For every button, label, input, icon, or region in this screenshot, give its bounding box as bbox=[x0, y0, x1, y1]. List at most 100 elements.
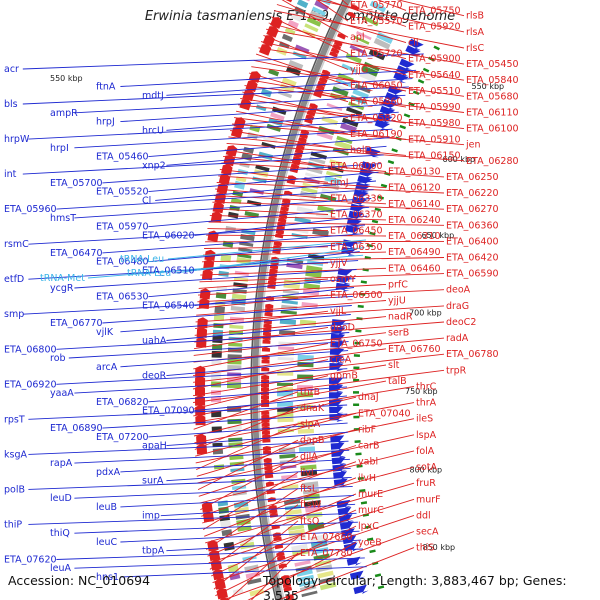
feature-label-right: ETA_06310 bbox=[388, 231, 441, 242]
forward-gene-arrow bbox=[298, 137, 307, 143]
label-leader bbox=[166, 539, 362, 552]
label-leader bbox=[22, 295, 353, 315]
label-leader bbox=[268, 22, 407, 60]
label-leader bbox=[197, 434, 415, 484]
label-leader bbox=[74, 269, 357, 289]
feature-label-right: lspA bbox=[416, 430, 437, 441]
reverse-gene-arrow bbox=[329, 377, 344, 386]
label-leader bbox=[227, 536, 299, 600]
content-track-a-segment bbox=[331, 86, 349, 97]
tick-dash bbox=[355, 452, 362, 456]
reverse-gene-arrow bbox=[330, 341, 345, 350]
feature-label-left: ETA_07620 bbox=[4, 555, 57, 566]
label-leader bbox=[315, 0, 465, 33]
label-leader bbox=[166, 145, 387, 166]
label-leader bbox=[377, 0, 407, 11]
content-track-b-segment bbox=[348, 101, 365, 111]
tick-dash bbox=[422, 67, 430, 73]
feature-label-right: ETA_06150 bbox=[408, 150, 461, 161]
label-leader bbox=[199, 450, 415, 504]
label-leader bbox=[258, 47, 465, 81]
feature-label-right: ETA_06140 bbox=[388, 199, 441, 210]
forward-gene-arrow bbox=[199, 288, 211, 300]
feature-label-right: ETA_05640 bbox=[408, 70, 461, 81]
label-leader bbox=[74, 198, 372, 219]
label-leader bbox=[244, 85, 465, 113]
label-leader bbox=[263, 34, 349, 70]
label-leader bbox=[74, 128, 393, 149]
feature-label-right: ETA_05570 bbox=[350, 16, 403, 27]
content-track-c-segment bbox=[314, 0, 329, 11]
feature-label-right: nadR bbox=[388, 312, 413, 323]
reverse-gene-arrow bbox=[349, 570, 365, 580]
content-track-b-segment bbox=[359, 70, 377, 83]
label-leader bbox=[120, 458, 350, 473]
label-leader bbox=[208, 498, 415, 564]
forward-gene-arrow bbox=[261, 347, 271, 352]
content-track-a-segment bbox=[281, 299, 298, 305]
content-track-b-segment bbox=[309, 534, 327, 543]
content-track-b-segment bbox=[346, 106, 363, 116]
feature-label-right: holD bbox=[350, 145, 372, 156]
feature-label-right: gpmB bbox=[330, 371, 358, 382]
content-track-d-segment bbox=[218, 506, 229, 514]
reverse-gene-arrow bbox=[379, 105, 395, 117]
content-track-c-segment bbox=[227, 418, 242, 425]
label-leader bbox=[120, 69, 417, 87]
scale-tick-label: 550 kbp bbox=[472, 82, 505, 91]
feature-label-left: ETA_06510 bbox=[142, 265, 195, 276]
forward-gene-arrow bbox=[261, 398, 270, 403]
feature-label-left: rob bbox=[50, 353, 66, 364]
feature-label-right: ETA_06270 bbox=[446, 204, 499, 215]
content-track-a-segment bbox=[296, 569, 313, 577]
accession-text: Accession: NC_010694 bbox=[8, 573, 151, 588]
feature-label-left: ampR bbox=[50, 108, 78, 119]
label-leader bbox=[194, 402, 415, 444]
content-track-a-segment bbox=[296, 206, 314, 214]
reverse-gene-arrow bbox=[355, 182, 371, 192]
content-track-b-segment bbox=[302, 488, 320, 495]
content-track-c-segment bbox=[231, 293, 247, 300]
forward-gene-arrow bbox=[261, 374, 270, 380]
reverse-gene-arrow bbox=[384, 92, 401, 104]
feature-label-right: fruR bbox=[416, 478, 436, 489]
label-leader bbox=[166, 431, 349, 447]
label-leader bbox=[194, 215, 368, 236]
tick-dash bbox=[369, 549, 376, 554]
feature-label-left: thiQ bbox=[50, 528, 70, 539]
label-leader bbox=[87, 254, 364, 279]
feature-label-right: ftsL bbox=[300, 484, 318, 495]
scale-tick-label: 800 kbp bbox=[410, 466, 443, 475]
label-leader bbox=[74, 521, 358, 534]
feature-label-right: yoeB bbox=[358, 537, 382, 548]
label-leader bbox=[166, 111, 399, 131]
label-leader bbox=[155, 180, 377, 201]
label-leader bbox=[203, 251, 387, 256]
tick-dash bbox=[364, 525, 372, 529]
reverse-gene-arrow bbox=[345, 225, 361, 235]
content-track-d-segment bbox=[284, 27, 296, 36]
feature-label-right: ETA_06100 bbox=[466, 124, 519, 135]
feature-label-right: ETA_06590 bbox=[446, 269, 499, 280]
content-track-c-segment bbox=[236, 518, 251, 526]
label-leader bbox=[74, 485, 353, 499]
label-leader bbox=[56, 368, 348, 385]
feature-label-right: deoD bbox=[330, 322, 355, 333]
tick-dash bbox=[408, 101, 415, 107]
content-track-a-segment bbox=[285, 509, 302, 516]
feature-label-right: vjjL bbox=[330, 306, 347, 317]
content-track-d-segment bbox=[239, 161, 250, 168]
feature-label-right: rlsB bbox=[466, 11, 484, 22]
feature-label-left: vjlK bbox=[96, 327, 114, 338]
label-leader bbox=[148, 137, 390, 158]
feature-label-right: jen bbox=[465, 140, 481, 151]
label-leader bbox=[120, 494, 354, 508]
label-leader bbox=[266, 28, 465, 65]
feature-label-left: rapA bbox=[50, 458, 73, 469]
forward-gene-arrow bbox=[268, 276, 277, 282]
content-track-a-segment bbox=[280, 310, 297, 315]
feature-label-left: mdtJ bbox=[142, 90, 164, 101]
forward-gene-arrow bbox=[285, 0, 293, 3]
label-leader bbox=[251, 66, 465, 97]
label-layer: ETA_05770 ETA_05750 rlsB ETA_05570 ETA_05920… bbox=[4, 0, 519, 583]
